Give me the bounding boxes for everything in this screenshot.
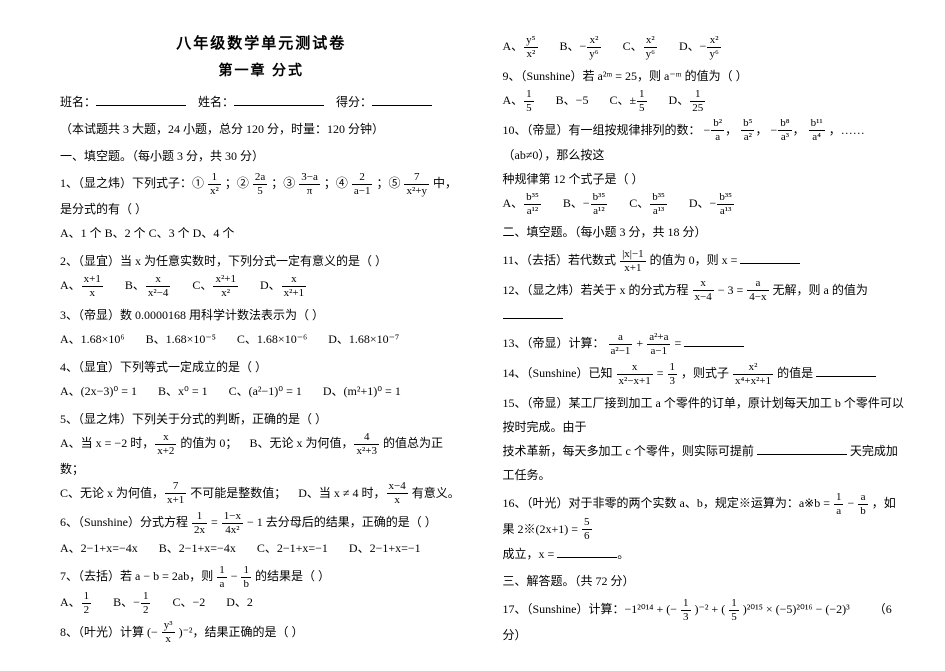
class-label: 班名： bbox=[60, 95, 96, 109]
page-title: 八年级数学单元测试卷 bbox=[60, 30, 463, 59]
q16-blank bbox=[557, 545, 617, 558]
question-13: 13、（帝显）计算： aa²−1 + a²+aa−1 = bbox=[503, 331, 906, 357]
score-blank bbox=[372, 93, 432, 106]
question-9: 9、（Sunshine）若 a²ᵐ = 25，则 a⁻ᵐ 的值为（ ） A、15… bbox=[503, 64, 906, 114]
section-3-heading: 三、解答题。（共 72 分） bbox=[503, 570, 906, 593]
q13-blank bbox=[684, 334, 744, 347]
q2-options: A、x+1x B、xx²−4 C、x²+1x² D、xx²+1 bbox=[60, 273, 463, 299]
q3-options: A、1.68×10⁶ B、1.68×10⁻⁵ C、1.68×10⁻⁶ D、1.6… bbox=[60, 327, 463, 351]
question-3: 3、（帝显）数 0.0000168 用科学计数法表示为（ ） A、1.68×10… bbox=[60, 303, 463, 351]
name-blank bbox=[234, 93, 324, 106]
question-15: 15、（帝显）某工厂接到加工 a 个零件的订单，原计划每天加工 b 个零件可以按… bbox=[503, 391, 906, 487]
q5-options: A、当 x = −2 时，xx+2 的值为 0； B、无论 x 为何值，4x²+… bbox=[60, 431, 463, 507]
question-10: 10、（帝显）有一组按规律排列的数： −b²a， b⁵a²， −b⁸a³， b¹… bbox=[503, 118, 906, 218]
q8-options: A、y⁵x² B、−x²y⁶ C、x²y⁶ D、−x²y⁶ bbox=[503, 34, 906, 60]
q15-blank bbox=[757, 442, 847, 455]
class-blank bbox=[96, 93, 186, 106]
score-label: 得分： bbox=[336, 95, 372, 109]
question-7: 7、（去括）若 a − b = 2ab，则 1a − 1b 的结果是（ ） A、… bbox=[60, 564, 463, 616]
q4-options: A、(2x−3)⁰ = 1 B、x⁰ = 1 C、(a²−1)⁰ = 1 D、(… bbox=[60, 379, 463, 403]
question-16: 16、（叶光）对于非零的两个实数 a、b，规定※运算为：a※b = 1a − a… bbox=[503, 491, 906, 567]
name-label: 姓名： bbox=[198, 95, 234, 109]
question-1: 1、（显之炜）下列式子：① 1x² ；② 2a5 ；③ 3−aπ ；④ 2a−1… bbox=[60, 171, 463, 245]
question-4: 4、（显宜）下列等式一定成立的是（ ） A、(2x−3)⁰ = 1 B、x⁰ =… bbox=[60, 355, 463, 403]
question-12: 12、（显之炜）若关于 x 的分式方程 xx−4 − 3 = a4−x 无解，则… bbox=[503, 278, 906, 328]
left-column: 八年级数学单元测试卷 第一章 分式 班名： 姓名： 得分： （本试题共 3 大题… bbox=[60, 30, 463, 651]
q10-options: A、b³⁵a¹² B、−b³⁵a¹² C、b³⁵a¹³ D、−b³⁵a¹³ bbox=[503, 191, 906, 217]
section-2-heading: 二、填空题。（每小题 3 分，共 18 分） bbox=[503, 221, 906, 244]
q14-blank bbox=[816, 364, 876, 377]
question-17: 17、（Sunshine）计算：−1²⁰¹⁴ + (− 13 )⁻² + ( 1… bbox=[503, 597, 906, 647]
question-2: 2、（显宜）当 x 为任意实数时，下列分式一定有意义的是（ ） A、x+1x B… bbox=[60, 249, 463, 299]
q7-options: A、12 B、−12 C、−2 D、2 bbox=[60, 590, 463, 616]
exam-meta: （本试题共 3 大题，24 小题，总分 120 分，时量：120 分钟） bbox=[60, 118, 463, 141]
question-8: 8、（叶光）计算 (− y³x )⁻²，结果正确的是（ ） bbox=[60, 620, 463, 646]
right-column: A、y⁵x² B、−x²y⁶ C、x²y⁶ D、−x²y⁶ 9、（Sunshin… bbox=[503, 30, 906, 651]
q12-blank bbox=[503, 306, 563, 319]
question-5: 5、（显之炜）下列关于分式的判断，正确的是（ ） A、当 x = −2 时，xx… bbox=[60, 407, 463, 507]
section-1-heading: 一、填空题。（每小题 3 分，共 30 分） bbox=[60, 145, 463, 168]
question-6: 6、（Sunshine）分式方程 12x = 1−x4x² − 1 去分母后的结… bbox=[60, 510, 463, 560]
student-info: 班名： 姓名： 得分： bbox=[60, 91, 463, 114]
chapter-title: 第一章 分式 bbox=[60, 59, 463, 86]
q9-options: A、15 B、−5 C、±15 D、125 bbox=[503, 88, 906, 114]
q6-options: A、2−1+x=−4x B、2−1+x=−4x C、2−1+x=−1 D、2−1… bbox=[60, 536, 463, 560]
exam-page: 八年级数学单元测试卷 第一章 分式 班名： 姓名： 得分： （本试题共 3 大题… bbox=[0, 0, 945, 671]
question-14: 14、（Sunshine）已知 xx²−x+1 = 13 ，则式子 x²x⁴+x… bbox=[503, 361, 906, 387]
q1-options: A、1 个 B、2 个 C、3 个 D、4 个 bbox=[60, 221, 463, 245]
question-11: 11、（去括）若代数式 |x|−1x+1 的值为 0，则 x = bbox=[503, 248, 906, 274]
q11-blank bbox=[740, 251, 800, 264]
